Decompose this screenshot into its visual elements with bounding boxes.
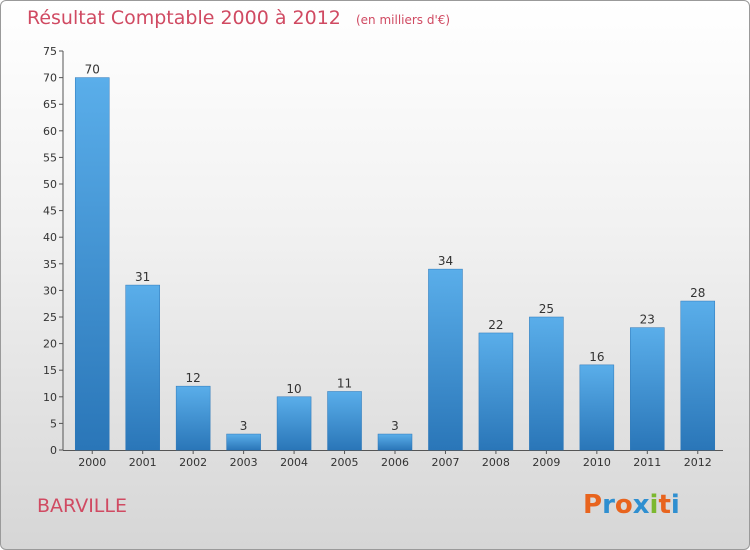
- x-tick-label: 2011: [633, 456, 661, 469]
- bar-value-label: 22: [488, 318, 503, 332]
- x-tick-label: 2006: [381, 456, 409, 469]
- bar: [276, 396, 312, 451]
- y-tick-label: 65: [43, 98, 57, 111]
- y-tick-label: 30: [43, 284, 57, 297]
- x-tick-label: 2012: [684, 456, 712, 469]
- logo-letter: i: [670, 490, 680, 520]
- y-tick-label: 0: [50, 444, 57, 457]
- x-axis: 2000 2001 2002 2003 2004 2005 2006 2007 2008 2009…: [63, 450, 723, 469]
- bar: [327, 391, 362, 451]
- bar: [478, 332, 514, 451]
- x-tick-label: 2007: [431, 456, 459, 469]
- bar-value-label: 28: [690, 286, 705, 300]
- x-tick-label: 2004: [280, 456, 308, 469]
- bar-value-label: 16: [589, 350, 604, 364]
- proxiti-logo[interactable]: Proxiti: [583, 490, 680, 520]
- bar: [226, 433, 261, 451]
- bar-value-label: 34: [438, 254, 453, 268]
- x-tick-label: 2008: [482, 456, 510, 469]
- bar: [529, 316, 564, 451]
- logo-letter: t: [658, 490, 671, 520]
- logo-letter: i: [649, 490, 659, 520]
- y-tick-label: 75: [43, 45, 57, 58]
- y-tick-label: 45: [43, 205, 57, 218]
- commune-name: BARVILLE: [37, 495, 127, 517]
- x-tick-label: 2010: [583, 456, 611, 469]
- bar-value-label: 3: [391, 419, 399, 433]
- y-tick-label: 25: [43, 311, 57, 324]
- title-row: Résultat Comptable 2000 à 2012 (en milli…: [27, 7, 450, 29]
- y-tick-label: 60: [43, 125, 57, 138]
- y-tick-label: 55: [43, 151, 57, 164]
- bar-value-label: 70: [85, 63, 100, 77]
- x-tick-label: 2000: [78, 456, 106, 469]
- logo-letter: r: [602, 490, 615, 520]
- logo-letter: P: [583, 490, 603, 520]
- y-tick-label: 5: [50, 417, 57, 430]
- chart-title: Résultat Comptable 2000 à 2012: [27, 7, 341, 29]
- bars: 70 31 12 3 10 11 3 34 22 25 16 23 28: [74, 63, 716, 451]
- y-axis: 0 5 10 15 20 25 30 35 40 45 50 55 60 65 70 75: [43, 45, 64, 457]
- bar-value-label: 11: [337, 376, 352, 390]
- y-tick-label: 50: [43, 178, 57, 191]
- y-tick-label: 10: [43, 391, 57, 404]
- bar: [630, 327, 665, 451]
- bar: [74, 77, 110, 451]
- y-tick-label: 35: [43, 258, 57, 271]
- bar: [377, 433, 413, 451]
- bar-value-label: 10: [286, 382, 301, 396]
- bar-value-label: 25: [539, 302, 554, 316]
- bar: [175, 385, 211, 451]
- y-tick-label: 15: [43, 364, 57, 377]
- x-tick-label: 2009: [532, 456, 560, 469]
- bar-value-label: 3: [240, 419, 248, 433]
- bar: [125, 284, 160, 451]
- bar: [428, 268, 463, 451]
- y-tick-label: 40: [43, 231, 57, 244]
- y-tick-label: 20: [43, 338, 57, 351]
- bar: [579, 364, 615, 451]
- logo-letter: o: [614, 490, 633, 520]
- x-tick-label: 2002: [179, 456, 207, 469]
- x-tick-label: 2005: [331, 456, 359, 469]
- bar-value-label: 31: [135, 270, 150, 284]
- x-tick-label: 2001: [129, 456, 157, 469]
- x-tick-label: 2003: [230, 456, 258, 469]
- bar-value-label: 12: [186, 371, 201, 385]
- logo-letter: x: [632, 490, 650, 520]
- y-tick-label: 70: [43, 72, 57, 85]
- bar-value-label: 23: [640, 313, 655, 327]
- chart-subtitle: (en milliers d'€): [355, 13, 451, 27]
- bar: [680, 300, 716, 451]
